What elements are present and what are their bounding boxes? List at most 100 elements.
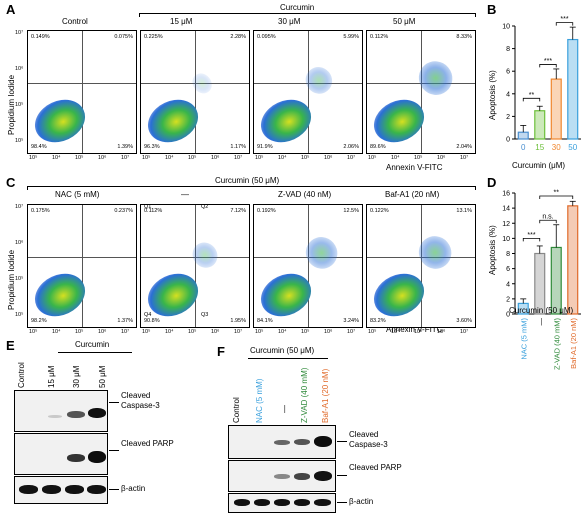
panel-letter-d: D bbox=[487, 175, 497, 190]
y-tick-label: 10 bbox=[502, 236, 510, 243]
x-tick-label: 10⁷ bbox=[460, 329, 469, 335]
x-tick-label: 10⁵ bbox=[75, 155, 84, 161]
blot-f-row-2: β-actin bbox=[349, 497, 374, 506]
significance-bracket bbox=[555, 22, 574, 26]
blot-f-arrow-2 bbox=[337, 475, 347, 477]
panel-letter-b: B bbox=[487, 2, 497, 17]
plot-title-baf: Baf-A1 (20 nM) bbox=[385, 190, 440, 199]
y-tick-label: 0 bbox=[506, 137, 510, 144]
x-tick-label: 10⁵ bbox=[29, 155, 38, 161]
x-tick-label: 10⁴ bbox=[165, 155, 174, 161]
x-tick-label: 10⁴ bbox=[278, 329, 287, 335]
blot-e-caspase bbox=[14, 390, 108, 432]
y-tick-label: 16 bbox=[502, 191, 510, 198]
plot-title-none: — bbox=[181, 190, 189, 199]
quadrant-name-q1: Q1 bbox=[144, 204, 152, 210]
category-label: 50 bbox=[568, 143, 577, 152]
x-tick-label: 10⁴ bbox=[391, 329, 400, 335]
significance-bracket bbox=[522, 97, 541, 102]
group-label: Curcumin bbox=[280, 3, 315, 12]
blot-e-arrow-3 bbox=[109, 489, 119, 491]
quadrant-tr: 8.33% bbox=[456, 34, 472, 40]
significance-bracket bbox=[539, 64, 557, 68]
blot-f-lane-3: Z-VAD (40 mM) bbox=[300, 367, 309, 423]
x-tick-label: 10⁵ bbox=[29, 329, 38, 335]
bar bbox=[550, 246, 562, 315]
x-axis-label-a: Annexin V-FITC bbox=[386, 163, 443, 172]
x-tick-label: 10⁷ bbox=[121, 329, 130, 335]
x-tick-label: 10⁵ bbox=[75, 329, 84, 335]
quadrant-bl: 83.2% bbox=[370, 318, 386, 324]
x-tick-label: 10⁵ bbox=[368, 329, 377, 335]
significance-bracket bbox=[539, 195, 574, 200]
quadrant-name-q3: Q3 bbox=[201, 312, 209, 318]
x-axis-label-b: Curcumin (μM) bbox=[512, 161, 566, 170]
quadrant-tl: 0.122% bbox=[370, 208, 389, 214]
flow-plot: 0.112% 7.12% 90.8% 1.95% Q1 Q2 Q3 Q4 bbox=[140, 204, 250, 328]
x-tick-label: 10⁶ bbox=[211, 329, 220, 335]
plot-title-zvad: Z-VAD (40 nM) bbox=[278, 190, 332, 199]
y-tick-label: 10⁵ bbox=[15, 276, 24, 282]
y-axis-label-b: Apoptosis (%) bbox=[488, 70, 497, 120]
group-bracket-left bbox=[139, 13, 140, 17]
flow-plot: 0.175% 0.237% 98.2% 1.37% bbox=[27, 204, 137, 328]
quadrant-tr: 13.1% bbox=[456, 208, 472, 214]
plot-title-nac: NAC (5 mM) bbox=[55, 190, 100, 199]
flow-plot: 0.149% 0.075% 98.4% 1.39% bbox=[27, 30, 137, 154]
quadrant-tr: 2.28% bbox=[230, 34, 246, 40]
quadrant-bl: 98.4% bbox=[31, 144, 47, 150]
quadrant-br: 1.95% bbox=[230, 318, 246, 324]
significance-label: ** bbox=[529, 92, 535, 99]
y-tick-label: 10⁷ bbox=[15, 30, 24, 36]
quadrant-tl: 0.095% bbox=[257, 34, 276, 40]
bar bbox=[517, 302, 529, 315]
x-tick-label: 10⁶ bbox=[324, 155, 333, 161]
blot-f-arrow-3 bbox=[337, 502, 347, 504]
quadrant-br: 1.39% bbox=[117, 144, 133, 150]
blot-f-arrow-1 bbox=[337, 441, 347, 443]
x-tick-label: 10⁴ bbox=[391, 155, 400, 161]
quadrant-br: 2.04% bbox=[456, 144, 472, 150]
group-bracket-c-right bbox=[475, 186, 476, 190]
category-label: Baf-A1 (20 nM) bbox=[569, 318, 578, 369]
y-tick-label: 12 bbox=[502, 221, 510, 228]
quadrant-br: 1.37% bbox=[117, 318, 133, 324]
group-bracket bbox=[139, 13, 476, 14]
category-label: 30 bbox=[552, 143, 561, 152]
significance-label: *** bbox=[544, 58, 552, 65]
quadrant-name-q2: Q2 bbox=[201, 204, 209, 210]
x-tick-label: 10⁵ bbox=[142, 155, 151, 161]
blot-f-lane-1: NAC (5 mM) bbox=[255, 378, 264, 423]
y-tick-label: 4 bbox=[506, 281, 510, 288]
quadrant-br: 2.06% bbox=[343, 144, 359, 150]
bar bbox=[567, 205, 579, 315]
significance-bracket bbox=[539, 219, 557, 224]
blot-e-bracket bbox=[58, 352, 132, 353]
quadrant-bl: 98.2% bbox=[31, 318, 47, 324]
quadrant-tl: 0.225% bbox=[144, 34, 163, 40]
y-tick-label: 10⁶ bbox=[15, 66, 24, 72]
group-bracket-right bbox=[475, 13, 476, 17]
y-tick-label: 2 bbox=[506, 114, 510, 121]
y-tick-label: 0 bbox=[506, 312, 510, 319]
quadrant-tl: 0.192% bbox=[257, 208, 276, 214]
category-label: Z-VAD (40 mM) bbox=[552, 318, 561, 370]
x-tick-label: 10⁶ bbox=[98, 155, 107, 161]
category-label: 0 bbox=[521, 143, 526, 152]
panel-letter-e: E bbox=[6, 338, 15, 353]
quadrant-tl: 0.112% bbox=[144, 208, 163, 214]
quadrant-tl: 0.175% bbox=[31, 208, 50, 214]
quadrant-bl: 89.6% bbox=[370, 144, 386, 150]
group-label-c: Curcumin (50 μM) bbox=[215, 176, 280, 185]
blot-e-arrow-1 bbox=[109, 402, 119, 404]
y-tick-label: 10⁵ bbox=[15, 312, 24, 318]
x-tick-label: 10⁴ bbox=[165, 329, 174, 335]
x-tick-label: 10⁷ bbox=[347, 155, 356, 161]
blot-f-caspase bbox=[228, 425, 336, 459]
x-tick-label: 10⁶ bbox=[437, 155, 446, 161]
quadrant-tr: 7.12% bbox=[230, 208, 246, 214]
x-tick-label: 10⁶ bbox=[211, 155, 220, 161]
panel-letter-a: A bbox=[6, 2, 16, 17]
y-tick-label: 10⁷ bbox=[15, 204, 24, 210]
y-tick-label: 4 bbox=[506, 91, 510, 98]
